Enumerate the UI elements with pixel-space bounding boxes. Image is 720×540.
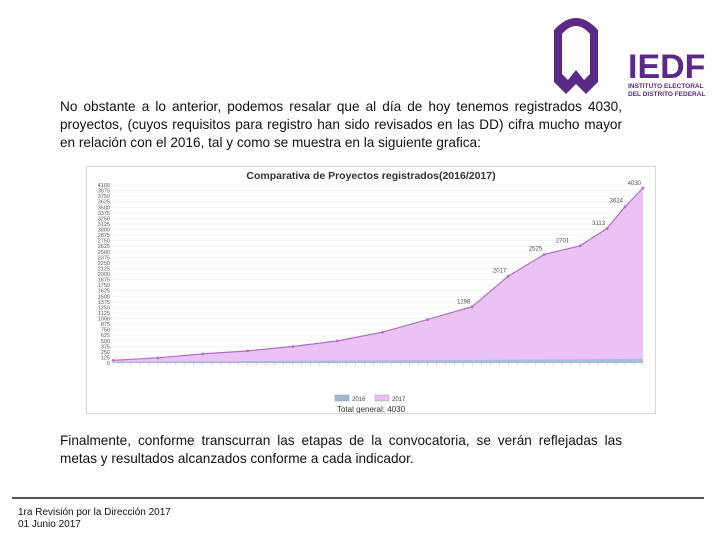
projects-chart: Comparativa de Proyectos registrados(201… (86, 166, 656, 414)
data-label: 2525 (529, 246, 543, 252)
y-tick-label: 3875 (98, 189, 110, 195)
series-2017-point (426, 318, 429, 321)
series-2017-point (156, 356, 160, 360)
logo-brand: IEDF (628, 48, 705, 86)
series-2017-point (201, 352, 205, 356)
series-2017-point (542, 253, 546, 256)
intro-paragraph: No obstante a lo anterior, podemos resal… (60, 99, 622, 150)
data-label: 2017 (493, 268, 507, 274)
legend-label: 2016 (352, 397, 366, 403)
data-label: 2701 (556, 239, 570, 245)
data-label: 4030 (628, 181, 642, 187)
y-tick-label: 1875 (98, 278, 110, 284)
chart-subtitle: Total general: 4030 (337, 405, 406, 413)
legend-swatch (334, 394, 350, 402)
series-2017-point (605, 227, 609, 230)
y-tick-label: 2375 (98, 255, 110, 261)
y-tick-label: 3750 (98, 194, 110, 200)
series-2017-point (111, 358, 115, 362)
series-2017-point (578, 244, 582, 248)
iedf-emblem-icon: IEDF INSTITUTO ELECTORAL DEL DISTRITO FE… (554, 18, 705, 98)
series-2017-point (246, 349, 250, 353)
y-tick-label: 2500 (98, 250, 110, 256)
y-tick-label: 2750 (98, 239, 110, 245)
y-tick-label: 3125 (98, 222, 110, 228)
series-2017-point (623, 205, 627, 209)
footer: 1ra Revisión por la Dirección 2017 01 Ju… (18, 507, 171, 531)
footer-date: 01 Junio 2017 (18, 519, 81, 530)
chart-title: Comparativa de Proyectos registrados(201… (246, 170, 495, 182)
y-tick-label: 250 (101, 350, 110, 356)
y-tick-label: 2250 (98, 261, 110, 267)
series-2017-area (113, 188, 643, 363)
y-tick-label: 0 (107, 361, 110, 367)
y-tick-label: 125 (101, 355, 110, 361)
closing-paragraph: Finalmente, conforme transcurran las eta… (60, 433, 622, 466)
series-2016-area (113, 358, 643, 363)
y-tick-label: 500 (101, 339, 110, 345)
logo-line1: INSTITUTO ELECTORAL (628, 83, 704, 90)
data-label: 3624 (610, 199, 624, 205)
y-tick-label: 875 (101, 322, 110, 328)
y-tick-label: 2000 (98, 272, 110, 278)
y-tick-label: 3250 (98, 216, 110, 222)
series-2017-point (291, 345, 295, 348)
y-tick-label: 4100 (98, 183, 110, 189)
y-tick-label: 3375 (98, 211, 110, 217)
y-tick-label: 2875 (98, 233, 110, 239)
y-tick-label: 1750 (98, 283, 110, 289)
data-label: 1298 (457, 300, 471, 306)
y-tick-label: 1500 (98, 294, 110, 300)
logo-line2: DEL DISTRITO FEDERAL (628, 91, 705, 98)
footer-revision: 1ra Revisión por la Dirección 2017 (18, 507, 171, 518)
footer-divider (12, 497, 704, 499)
legend-label: 2017 (392, 397, 406, 403)
y-tick-label: 1375 (98, 300, 110, 306)
y-tick-label: 750 (101, 328, 110, 334)
series-2017-point (506, 274, 510, 278)
series-2017-point (641, 186, 645, 190)
y-tick-label: 1000 (98, 317, 110, 323)
y-tick-label: 1625 (98, 289, 110, 295)
y-tick-label: 375 (101, 344, 110, 350)
y-tick-label: 2125 (98, 266, 110, 272)
series-2017-point (381, 330, 384, 334)
y-tick-label: 1125 (98, 311, 110, 317)
y-tick-label: 3625 (98, 200, 110, 206)
series-2017-point (336, 339, 339, 343)
y-tick-label: 1250 (98, 305, 110, 311)
legend-swatch (374, 394, 390, 402)
y-tick-label: 3500 (98, 205, 110, 211)
data-label: 3113 (592, 221, 606, 227)
y-tick-label: 2625 (98, 244, 110, 250)
y-tick-label: 625 (101, 333, 110, 339)
y-tick-label: 3000 (98, 228, 110, 234)
iedf-logo: IEDF INSTITUTO ELECTORAL DEL DISTRITO FE… (546, 8, 706, 100)
chart-svg: Comparativa de Proyectos registrados(201… (98, 170, 645, 414)
series-2017-point (470, 305, 474, 308)
